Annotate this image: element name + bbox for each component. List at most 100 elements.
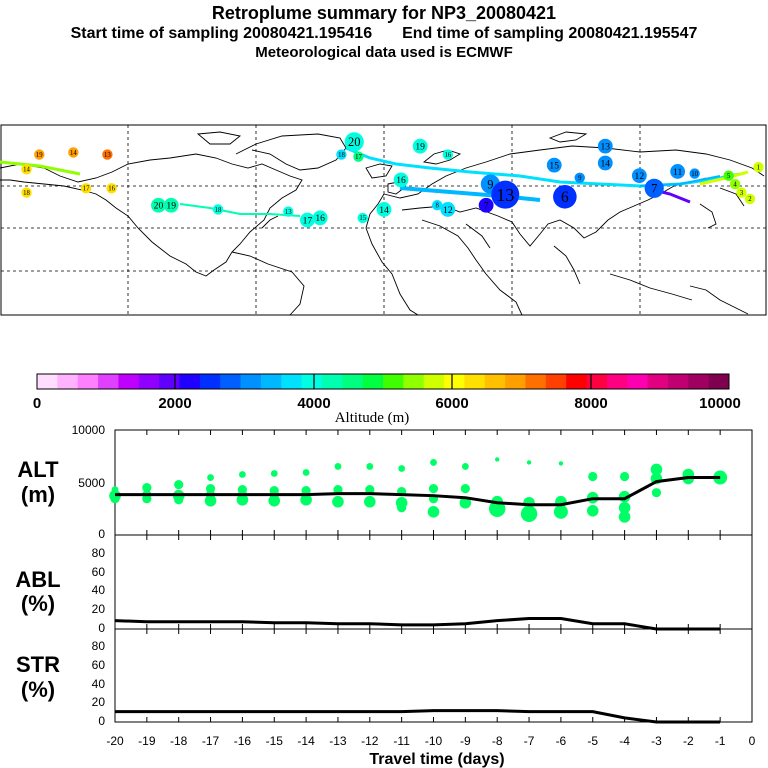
map-marker-label: 18 [23, 190, 30, 197]
map-marker-label: 15 [359, 215, 366, 222]
map-marker-label: 14 [600, 158, 610, 169]
abl-x-minor-ticks [114, 535, 753, 629]
map-marker-circle [431, 200, 443, 211]
colorbar-label: Altitude (m) [335, 410, 410, 426]
colorbar-tick: 8000 [574, 395, 607, 412]
map-marker-label: 17 [83, 186, 90, 193]
map-marker-circle [753, 162, 764, 173]
map-frame [0, 124, 767, 316]
map-marker-label: 1 [757, 165, 760, 172]
chart-title: Retroplume summary for NP3_20080421 [211, 3, 557, 23]
map-marker-label: 4 [733, 181, 737, 188]
map-marker-circle [34, 149, 45, 160]
map-marker-label: 7 [651, 182, 657, 196]
map-marker-label: 16 [444, 152, 451, 159]
map-marker-label: 16 [315, 213, 325, 224]
x-tick-label: -5 [587, 734, 598, 748]
map-marker-circle [644, 178, 664, 198]
map-marker-label: 16 [396, 175, 406, 186]
map-marker-label: 18 [215, 207, 222, 214]
map-marker-label: 20 [348, 135, 360, 149]
map-marker-label: 5 [727, 173, 731, 180]
x-tick-label: -2 [683, 734, 694, 748]
time-series-panels: 10000 5000 0 ALT (m) 80 60 40 20 0 ABL (… [15, 423, 755, 768]
alt-dot [174, 480, 184, 490]
alt-dot [526, 460, 532, 465]
alt-label-line2: (m) [21, 482, 55, 507]
x-tick-label: -16 [234, 734, 252, 748]
map-marker-circle [336, 149, 347, 160]
colorbar-cell [321, 374, 343, 389]
sampling-times: Start time of sampling 20080421.195416 En… [0, 24, 768, 44]
map-marker-circle [736, 187, 747, 198]
abl-y-tick: 0 [98, 621, 105, 635]
alt-dot [618, 501, 631, 514]
map-marker-label: 12 [635, 171, 645, 182]
x-tick-label: -4 [619, 734, 630, 748]
str-x-minor-ticks [114, 629, 753, 722]
abl-y-tick: 40 [92, 583, 106, 597]
colorbar-cell [444, 374, 465, 389]
alt-dot [558, 461, 564, 466]
map-marker-label: 15 [549, 160, 559, 171]
abl-panel-frame [114, 534, 753, 630]
str-label-line1: STR [16, 652, 60, 677]
alt-dot [334, 463, 342, 470]
map-marker-label: 13 [104, 152, 111, 159]
map-marker-circle [376, 202, 392, 217]
x-tick-label: -17 [202, 734, 220, 748]
str-y-tick: 80 [92, 639, 106, 653]
colorbar-cell [260, 374, 282, 389]
colorbar-cell [586, 374, 608, 389]
alt-dot [618, 511, 631, 523]
map-marker-circle [478, 197, 494, 213]
x-tick-label: -15 [266, 734, 284, 748]
x-tick-label: -7 [524, 734, 535, 748]
colorbar-cell [118, 374, 140, 389]
alt-panel: 10000 5000 0 ALT (m) [17, 423, 753, 541]
colorbar-cell [159, 374, 180, 389]
colorbar-cell [647, 374, 669, 389]
map-marker-label: 19 [415, 141, 425, 152]
map-marker-circle [574, 172, 585, 183]
x-tick-label: -13 [329, 734, 347, 748]
alt-dot [364, 495, 376, 508]
map-marker-circle [442, 149, 454, 160]
colorbar-tick: 0 [33, 395, 41, 412]
colorbar-cell [606, 374, 628, 389]
map-marker-circle [597, 155, 613, 171]
alt-dot [239, 471, 246, 478]
colorbar-cell [98, 374, 119, 389]
str-y-tick: 60 [92, 658, 106, 672]
alt-dot [302, 469, 310, 476]
map-marker-circle [300, 212, 315, 228]
colorbar-tick: 6000 [435, 395, 468, 412]
map-marker-circle [106, 183, 117, 194]
colorbar-frame [36, 373, 730, 390]
x-tick-label: -3 [651, 734, 662, 748]
alt-dot [523, 496, 535, 509]
str-line [115, 709, 721, 724]
alt-dot [428, 484, 439, 494]
map-marker-circle [21, 187, 32, 198]
x-tick-label: -14 [297, 734, 315, 748]
abl-y-tick: 20 [92, 602, 106, 616]
x-tick-label: -18 [170, 734, 188, 748]
map-marker-label: 17 [303, 215, 313, 226]
x-tick-label: -11 [393, 734, 410, 748]
str-panel-frame [114, 628, 753, 723]
map-marker-circle [163, 197, 179, 213]
map-marker-circle [283, 206, 294, 217]
map-marker-circle [151, 197, 166, 213]
x-tick-label: -6 [556, 734, 567, 748]
map-marker-label: 9 [578, 175, 582, 182]
map-marker-circle [689, 168, 700, 179]
map-marker-circle [744, 193, 756, 205]
map-marker-label: 9 [487, 177, 493, 191]
x-tick-label: -1 [715, 734, 726, 748]
colorbar-cell [464, 374, 486, 389]
alt-dot [332, 495, 344, 508]
alt-dot [366, 463, 374, 470]
colorbar-cell [240, 374, 262, 389]
